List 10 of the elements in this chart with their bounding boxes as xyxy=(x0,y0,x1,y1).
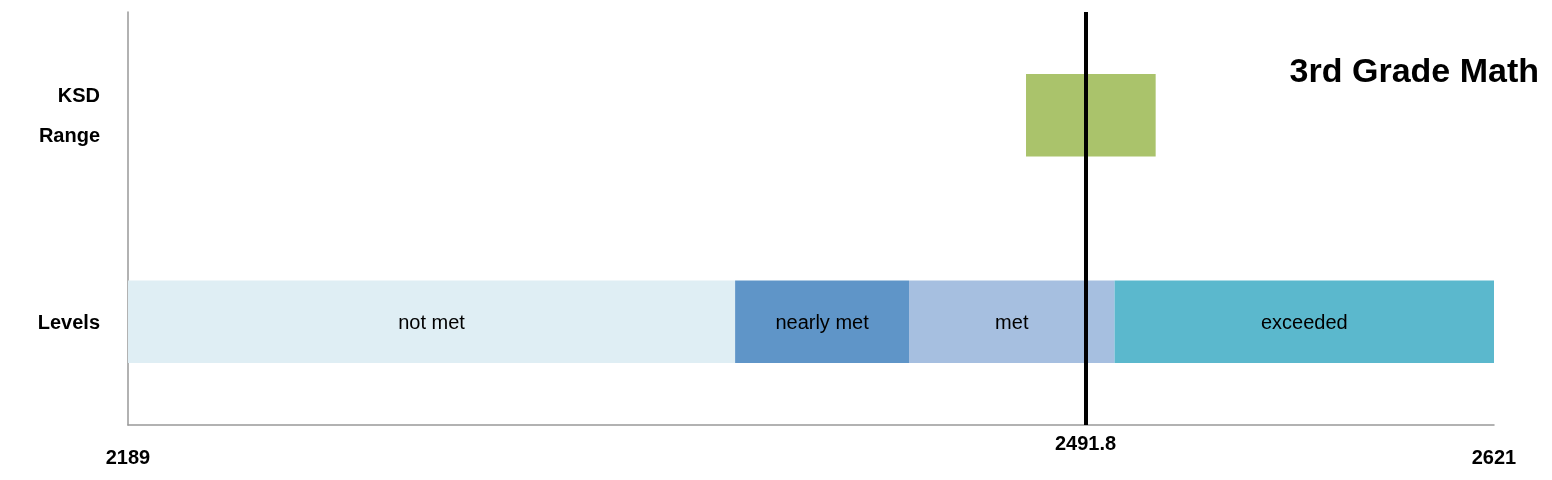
series-label: exceeded xyxy=(1260,310,1348,333)
y-tick-label: KSD Range xyxy=(38,84,100,147)
y-tick-label: Levels xyxy=(37,310,100,333)
x-tick-label: 2189 xyxy=(105,446,151,468)
ref-line-label: 2491.8 xyxy=(1054,432,1117,454)
series-label: met xyxy=(995,310,1029,333)
text: 3rd Grade Math xyxy=(1289,51,1539,89)
series-label: nearly met xyxy=(775,310,870,333)
x-tick-label: 2621 xyxy=(1471,446,1517,468)
series-label: not met xyxy=(398,310,466,333)
